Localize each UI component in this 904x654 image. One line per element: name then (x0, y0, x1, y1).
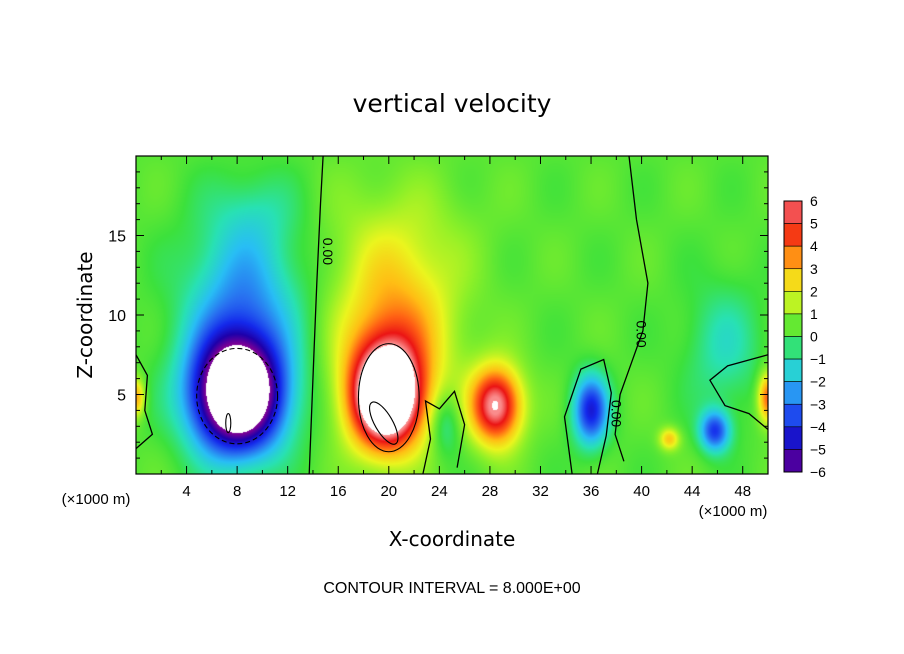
x-tick-label: 32 (532, 483, 549, 500)
colorbar-cell (783, 268, 803, 292)
colorbar-cell (783, 426, 803, 450)
downdraft-inner-contour (225, 413, 232, 434)
contour-label: 0.00 (608, 400, 624, 427)
updraft-core-contour (357, 343, 420, 453)
colorbar-cell (783, 200, 803, 224)
x-tick-label: 8 (233, 483, 241, 500)
downdraft-core-contour (196, 347, 279, 445)
colorbar-tick-label: 3 (810, 261, 818, 277)
x-unit-right: (×1000 m) (699, 503, 768, 520)
y-axis-label: Z-coordinate (73, 251, 97, 378)
colorbar-cell (783, 449, 803, 473)
x-tick-label: 24 (431, 483, 448, 500)
x-tick-label: 40 (633, 483, 650, 500)
colorbar-tick-labels: 6 5 4 3 2 1 0 −1 −2 −3 −4 −5 −6 (810, 193, 826, 480)
colorbar-tick-label: −2 (810, 374, 826, 390)
zero-contour-rightmost (709, 354, 769, 430)
colorbar-cell (783, 313, 803, 337)
colorbar-tick-label: −1 (810, 351, 826, 367)
updraft-inner-contour (369, 401, 399, 445)
colorbar-cell (783, 336, 803, 360)
contour-lines (135, 155, 769, 475)
contour-labels: 0.00 0.00 0.00 (320, 238, 649, 428)
zero-contour-east-b (563, 358, 612, 475)
y-tick-label: 15 (108, 229, 126, 246)
colorbar: 6 5 4 3 2 1 0 −1 −2 −3 −4 −5 −6 (783, 193, 826, 480)
zero-contour-mid (422, 389, 466, 475)
colorbar-tick-label: 1 (810, 306, 818, 322)
colorbar-cell (783, 223, 803, 247)
contour-label: 0.00 (634, 320, 650, 347)
x-axis-label: X-coordinate (389, 527, 516, 551)
x-tick-label: 4 (182, 483, 190, 500)
zero-contour-west-edge (135, 354, 154, 450)
x-tick-label: 36 (583, 483, 600, 500)
colorbar-tick-label: −6 (810, 464, 826, 480)
chart-title: vertical velocity (353, 89, 552, 118)
contour-label: 0.00 (320, 238, 336, 265)
colorbar-tick-label: −3 (810, 396, 826, 412)
y-axis-ticks: 5 10 15 (108, 171, 768, 459)
x-tick-label: 48 (734, 483, 751, 500)
zero-contour-east (614, 155, 649, 462)
x-tick-label: 28 (482, 483, 499, 500)
x-tick-label: 44 (684, 483, 701, 500)
x-tick-label: 12 (279, 483, 296, 500)
colorbar-tick-label: 5 (810, 216, 818, 232)
colorbar-cell (783, 381, 803, 405)
colorbar-tick-label: 6 (810, 193, 818, 209)
heatmap-field (136, 156, 768, 474)
colorbar-tick-label: 2 (810, 283, 818, 299)
zero-contour-west (308, 155, 324, 475)
colorbar-tick-label: 4 (810, 238, 818, 254)
x-tick-label: 20 (380, 483, 397, 500)
colorbar-tick-label: 0 (810, 329, 818, 345)
x-axis-ticks: 4 8 12 16 20 24 28 32 36 40 44 48 (160, 156, 751, 500)
colorbar-tick-label: −4 (810, 419, 826, 435)
colorbar-frame (783, 200, 803, 473)
y-tick-label: 10 (108, 308, 126, 325)
x-tick-label: 16 (330, 483, 347, 500)
colorbar-cell (783, 245, 803, 270)
contour-interval-note: CONTOUR INTERVAL = 8.000E+00 (323, 580, 580, 597)
colorbar-cell (783, 291, 803, 315)
plot-area: 0.000.000.00 4 8 12 16 20 24 28 32 36 40 44 48 5101… (108, 155, 769, 500)
colorbar-cell (783, 358, 803, 382)
x-unit-left: (×1000 m) (62, 491, 131, 508)
colorbar-cell (783, 403, 803, 428)
y-tick-label: 5 (117, 388, 126, 405)
colorbar-tick-label: −5 (810, 441, 826, 457)
